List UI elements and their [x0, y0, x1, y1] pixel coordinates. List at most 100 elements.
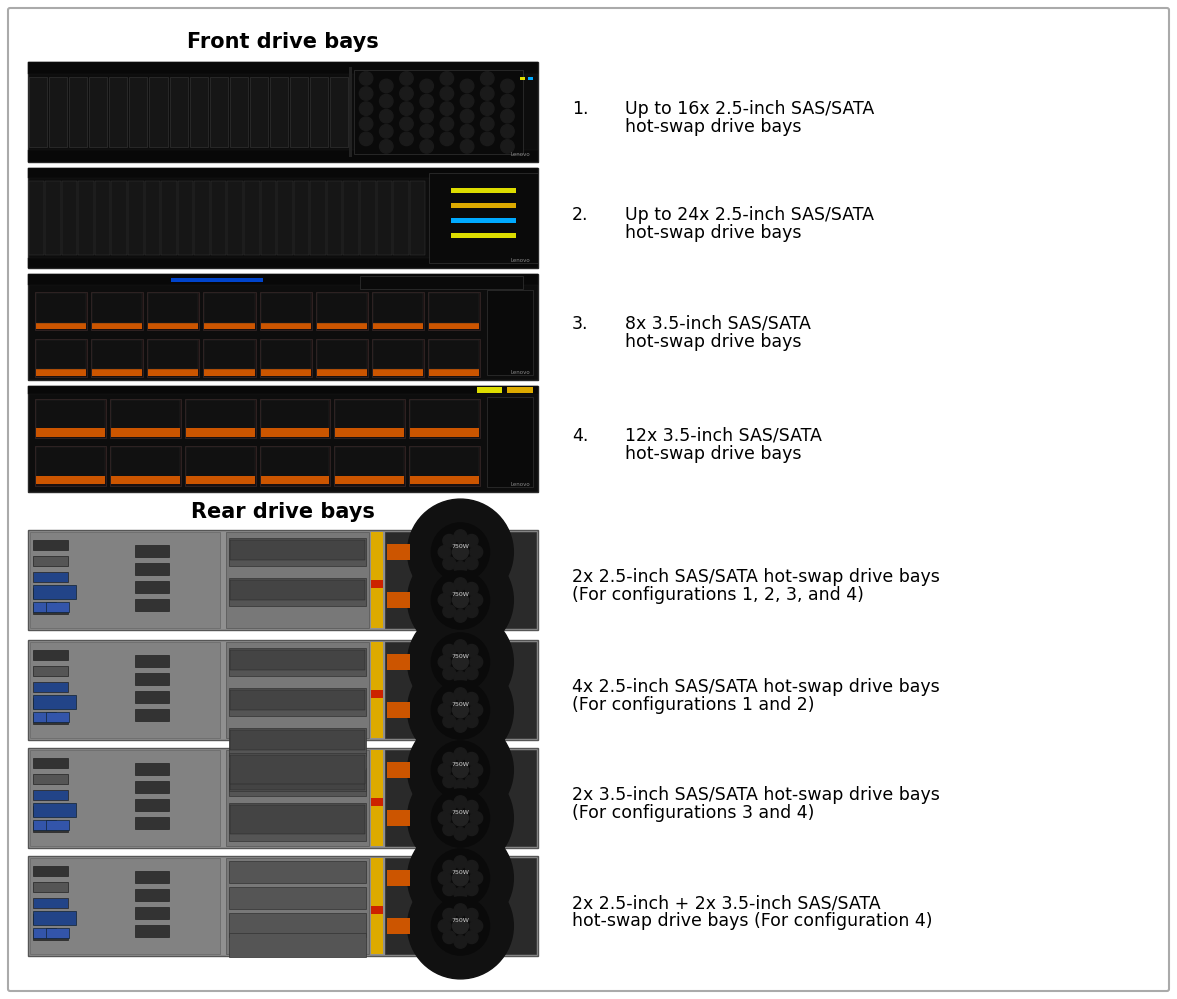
Bar: [89, 77, 107, 147]
Circle shape: [440, 87, 453, 100]
Bar: [35, 339, 87, 377]
Circle shape: [420, 110, 433, 123]
Bar: [410, 476, 479, 485]
Circle shape: [480, 102, 494, 115]
Bar: [134, 581, 169, 593]
Bar: [28, 62, 538, 162]
Circle shape: [420, 125, 433, 138]
Circle shape: [460, 79, 474, 93]
Text: 2x 3.5-inch SAS/SATA hot-swap drive bays: 2x 3.5-inch SAS/SATA hot-swap drive bays: [572, 786, 940, 804]
Bar: [451, 188, 517, 193]
Bar: [373, 369, 423, 376]
Circle shape: [500, 79, 514, 93]
Bar: [36, 476, 105, 485]
Circle shape: [407, 657, 513, 763]
Bar: [377, 181, 392, 255]
Circle shape: [443, 775, 455, 787]
Bar: [33, 928, 56, 938]
Text: 1.: 1.: [572, 100, 588, 118]
Bar: [191, 78, 207, 82]
Circle shape: [452, 810, 468, 826]
Bar: [410, 448, 479, 477]
Bar: [271, 78, 287, 82]
Bar: [36, 448, 105, 477]
Circle shape: [400, 72, 413, 85]
Bar: [387, 762, 410, 778]
Bar: [205, 369, 254, 376]
Bar: [210, 77, 228, 147]
Bar: [28, 640, 538, 740]
Bar: [186, 428, 254, 437]
Bar: [310, 77, 328, 147]
Bar: [36, 322, 86, 330]
Circle shape: [400, 132, 413, 146]
Circle shape: [438, 593, 451, 606]
Circle shape: [470, 545, 483, 558]
Circle shape: [431, 741, 490, 799]
Bar: [109, 77, 127, 147]
Bar: [92, 369, 142, 376]
Bar: [410, 400, 479, 430]
Bar: [134, 691, 169, 703]
Circle shape: [465, 800, 478, 813]
Bar: [311, 181, 326, 255]
Bar: [92, 340, 142, 370]
Circle shape: [379, 79, 393, 93]
Circle shape: [500, 110, 514, 123]
Bar: [230, 805, 365, 833]
Bar: [91, 339, 144, 377]
Circle shape: [420, 140, 433, 153]
Circle shape: [470, 811, 483, 824]
Bar: [387, 592, 410, 608]
Circle shape: [454, 779, 467, 792]
Bar: [29, 78, 46, 82]
Bar: [51, 78, 66, 82]
Circle shape: [465, 644, 478, 657]
Bar: [371, 580, 384, 588]
Circle shape: [454, 639, 467, 652]
Bar: [410, 447, 480, 486]
Bar: [28, 168, 538, 178]
Circle shape: [443, 667, 455, 679]
Bar: [451, 218, 517, 223]
Bar: [317, 340, 367, 370]
Circle shape: [452, 870, 468, 886]
Bar: [33, 698, 68, 708]
Bar: [477, 387, 503, 394]
Bar: [92, 322, 142, 330]
Circle shape: [407, 609, 513, 715]
Circle shape: [470, 872, 483, 884]
Circle shape: [359, 117, 373, 131]
Bar: [344, 181, 359, 255]
Bar: [147, 339, 199, 377]
Bar: [371, 642, 384, 738]
Circle shape: [460, 110, 474, 123]
Bar: [36, 400, 105, 430]
Bar: [371, 858, 384, 954]
Bar: [371, 690, 384, 698]
Bar: [507, 387, 533, 394]
Circle shape: [438, 872, 451, 884]
Bar: [33, 806, 68, 816]
Bar: [204, 292, 255, 331]
Circle shape: [465, 534, 478, 547]
Bar: [331, 77, 348, 147]
Bar: [148, 293, 199, 323]
Bar: [78, 181, 94, 255]
Circle shape: [420, 94, 433, 108]
Bar: [228, 688, 366, 716]
Bar: [228, 913, 366, 937]
Circle shape: [452, 762, 468, 778]
Circle shape: [452, 592, 468, 608]
Bar: [28, 748, 538, 848]
Text: 750W: 750W: [452, 810, 470, 815]
Circle shape: [465, 883, 478, 895]
Bar: [226, 532, 368, 628]
Bar: [387, 654, 410, 670]
Bar: [134, 763, 169, 775]
Bar: [230, 77, 248, 147]
Circle shape: [407, 547, 513, 653]
Circle shape: [470, 763, 483, 776]
Circle shape: [443, 715, 455, 727]
Bar: [260, 293, 311, 323]
